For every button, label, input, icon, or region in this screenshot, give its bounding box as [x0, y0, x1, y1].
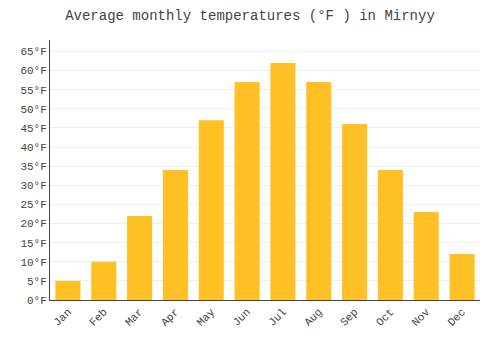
svg-text:Average monthly temperatures (: Average monthly temperatures (°F ) in Mi…	[65, 8, 435, 24]
svg-text:Aug: Aug	[302, 306, 324, 328]
svg-text:35°F: 35°F	[20, 161, 46, 173]
svg-text:60°F: 60°F	[20, 65, 46, 77]
svg-text:0°F: 0°F	[27, 295, 47, 307]
svg-text:55°F: 55°F	[20, 85, 46, 97]
svg-text:15°F: 15°F	[20, 238, 46, 250]
svg-text:Apr: Apr	[159, 306, 181, 328]
svg-text:30°F: 30°F	[20, 180, 46, 192]
svg-text:Jun: Jun	[231, 306, 253, 328]
svg-text:65°F: 65°F	[20, 46, 46, 58]
svg-text:Jan: Jan	[51, 306, 73, 328]
svg-text:Oct: Oct	[374, 306, 396, 328]
svg-text:50°F: 50°F	[20, 104, 46, 116]
svg-text:40°F: 40°F	[20, 142, 46, 154]
svg-text:Mar: Mar	[123, 306, 145, 328]
svg-text:Feb: Feb	[87, 306, 109, 328]
svg-text:45°F: 45°F	[20, 123, 46, 135]
svg-text:5°F: 5°F	[27, 276, 47, 288]
svg-text:25°F: 25°F	[20, 199, 46, 211]
svg-text:Sep: Sep	[338, 306, 360, 328]
svg-text:10°F: 10°F	[20, 257, 46, 269]
svg-text:Dec: Dec	[446, 306, 468, 328]
svg-text:Nov: Nov	[410, 306, 433, 329]
svg-text:Jul: Jul	[266, 306, 288, 328]
svg-text:20°F: 20°F	[20, 218, 46, 230]
svg-text:May: May	[195, 306, 218, 329]
